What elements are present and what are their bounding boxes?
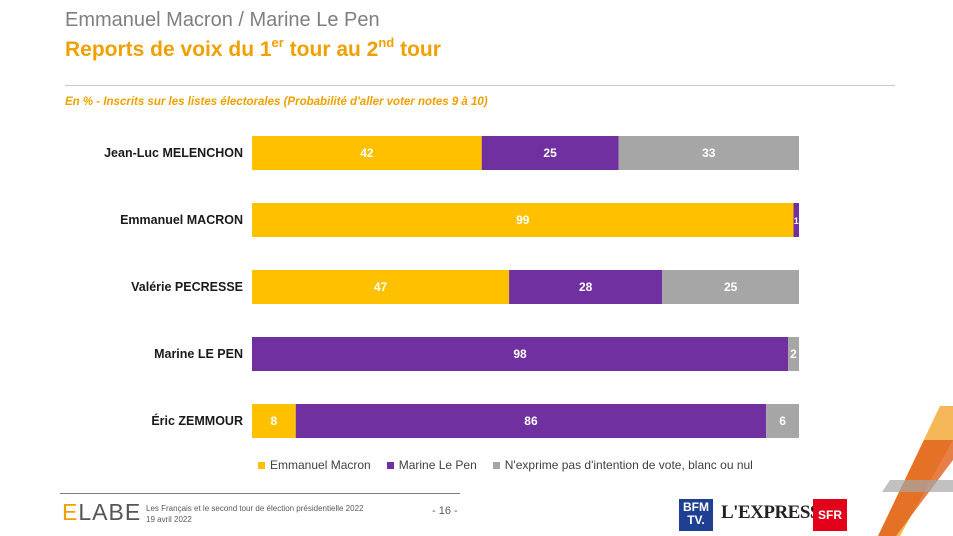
- legend-item-1: Emmanuel Macron: [258, 458, 371, 472]
- bfmtv-logo-line2: TV.: [687, 513, 705, 527]
- legend-swatch: [258, 461, 265, 469]
- category-label: Valérie PECRESSE: [131, 280, 243, 294]
- chart-legend: Emmanuel Macron Marine Le Pen N'exprime pa…: [258, 458, 769, 472]
- chart-subtitle: En % - Inscrits sur les listes électoral…: [65, 96, 488, 108]
- data-label: 25: [724, 280, 738, 294]
- data-label: 6: [779, 414, 786, 428]
- category-label: Marine LE PEN: [154, 347, 243, 361]
- bfmtv-logo: BFM TV.: [679, 499, 713, 531]
- bar-segment-3: [618, 136, 799, 170]
- elabe-logo-e: E: [62, 499, 79, 525]
- data-label: 42: [360, 146, 374, 160]
- bar-segment-2: [793, 203, 799, 237]
- footer-divider: [60, 493, 460, 494]
- title-part1: Reports de voix du 1: [65, 38, 272, 61]
- legend-label: N'exprime pas d'intention de vote, blanc…: [504, 458, 753, 472]
- footer-source: Les Français et le second tour de électi…: [146, 503, 363, 525]
- elabe-logo-rest: LABE: [78, 499, 142, 525]
- legend-label: Marine Le Pen: [398, 458, 477, 472]
- bar-segment-3: [788, 337, 799, 371]
- bar-segment-1: [252, 270, 510, 304]
- legend-item-2: Marine Le Pen: [386, 458, 477, 472]
- category-label: Jean-Luc MELENCHON: [104, 146, 243, 160]
- data-label: 2: [790, 347, 797, 361]
- bar-segment-1: [252, 404, 296, 438]
- footer-line1: Les Français et le second tour de électi…: [146, 504, 364, 513]
- super-title: Emmanuel Macron / Marine Le Pen: [65, 9, 380, 31]
- legend-swatch: [386, 461, 394, 469]
- data-label: 1: [794, 216, 799, 226]
- data-label: 8: [271, 414, 278, 428]
- data-label: 33: [702, 146, 716, 160]
- bar-segment-1: [252, 203, 794, 237]
- lexpress-logo: L'EXPRESS: [721, 502, 820, 523]
- elabe-logo: ELABE: [62, 499, 141, 526]
- header-divider: [65, 85, 895, 86]
- bar-segment-2: [481, 136, 619, 170]
- bar-segment-2: [295, 404, 767, 438]
- bar-segment-1: [252, 136, 482, 170]
- title-sup1: er: [271, 35, 284, 50]
- page-number: - 16 -: [432, 505, 458, 517]
- data-label: 47: [374, 280, 388, 294]
- page-title: Reports de voix du 1er tour au 2nd tour: [65, 35, 441, 62]
- sfr-logo: SFR: [813, 499, 847, 531]
- title-part2: tour au 2: [283, 38, 379, 61]
- data-label: 99: [516, 213, 530, 227]
- title-sup2: nd: [378, 35, 395, 50]
- legend-label: Emmanuel Macron: [270, 458, 371, 472]
- bar-segment-2: [509, 270, 663, 304]
- elabe-decoration-shape: [878, 406, 953, 536]
- title-part3: tour: [394, 38, 441, 61]
- legend-swatch: [492, 461, 500, 469]
- bar-segment-3: [662, 270, 799, 304]
- bfmtv-logo-line1: BFM: [683, 500, 709, 514]
- category-label: Emmanuel MACRON: [120, 213, 243, 227]
- bar-segment-2: [252, 337, 789, 371]
- category-label: Éric ZEMMOUR: [151, 413, 243, 428]
- data-label: 28: [579, 280, 593, 294]
- footer-date: 19 avril 2022: [146, 515, 192, 524]
- legend-item-3: N'exprime pas d'intention de vote, blanc…: [492, 458, 753, 472]
- data-label: 86: [524, 414, 538, 428]
- data-label: 98: [513, 347, 527, 361]
- bar-segment-3: [766, 404, 799, 438]
- data-label: 25: [543, 146, 557, 160]
